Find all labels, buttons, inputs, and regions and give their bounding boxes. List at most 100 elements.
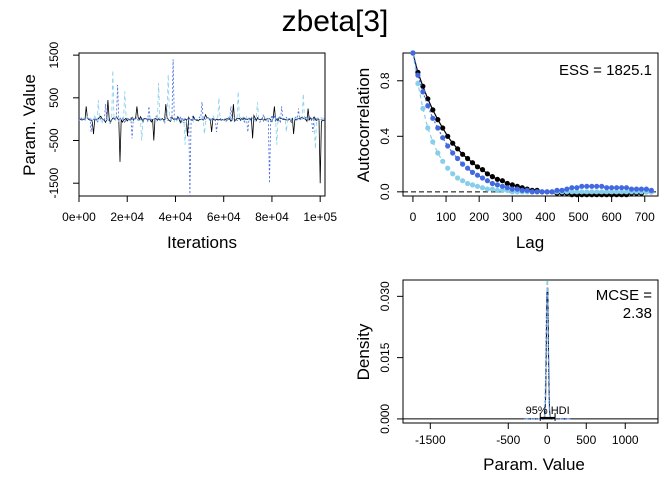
acf-point-chain-2 bbox=[594, 189, 600, 195]
acf-point-chain-2 bbox=[469, 182, 476, 188]
acf-point-chain-3 bbox=[474, 172, 481, 178]
acf-point-chain-3 bbox=[450, 150, 456, 156]
acf-point-chain-3 bbox=[415, 72, 421, 78]
acf-point-chain-3 bbox=[460, 161, 466, 167]
acf-point-chain-2 bbox=[489, 186, 495, 192]
acf-point-chain-3 bbox=[643, 186, 650, 192]
trace-axes: 0e+00 2e+04 4e+04 6e+04 8e+04 1e+05 -1500 -500 5… bbox=[47, 41, 337, 224]
acf-point-chain-3 bbox=[465, 165, 471, 171]
acf-point-chain-2 bbox=[579, 189, 585, 195]
acf-x-tick-label: 400 bbox=[535, 210, 555, 224]
acf-point-chain-3 bbox=[499, 183, 505, 189]
ess-annotation: ESS = 1825.1 bbox=[559, 62, 652, 79]
acf-point-chain-3 bbox=[569, 185, 575, 191]
acf-x-tick-label: 600 bbox=[602, 210, 622, 224]
acf-point-chain-3 bbox=[628, 186, 635, 192]
acf-point-chain-1 bbox=[474, 164, 481, 170]
density-x-tick-label: -1500 bbox=[415, 433, 446, 447]
acf-point-chain-2 bbox=[465, 180, 471, 187]
hdi-label: 95% HDI bbox=[526, 405, 570, 417]
acf-point-chain-3 bbox=[420, 89, 426, 95]
trace-x-tick-label: 8e+04 bbox=[255, 210, 289, 224]
acf-point-chain-1 bbox=[445, 133, 451, 139]
acf-x-tick-label: 700 bbox=[635, 210, 655, 224]
acf-point-chain-1 bbox=[465, 155, 471, 162]
density-series-line-chain-1 bbox=[523, 287, 571, 420]
trace-y-tick-label: 1500 bbox=[47, 41, 61, 68]
acf-point-chain-1 bbox=[460, 151, 466, 157]
density-x-tick-label: -500 bbox=[496, 433, 520, 447]
acf-point-chain-3 bbox=[614, 185, 620, 191]
acf-point-chain-1 bbox=[469, 160, 476, 166]
acf-point-chain-3 bbox=[594, 183, 600, 189]
acf-x-tick-label: 0 bbox=[410, 210, 417, 224]
density-y-tick-label: 0.000 bbox=[378, 404, 392, 434]
acf-point-chain-2 bbox=[479, 185, 486, 191]
acf-point-chain-2 bbox=[425, 125, 431, 131]
acf-point-chain-3 bbox=[564, 186, 570, 192]
acf-x-tick-label: 500 bbox=[569, 210, 589, 224]
trace-x-tick-label: 0e+00 bbox=[62, 210, 96, 224]
acf-point-chain-2 bbox=[584, 189, 590, 195]
density-y-tick-label: 0.030 bbox=[378, 281, 392, 311]
acf-point-chain-3 bbox=[623, 185, 630, 191]
acf-point-chain-3 bbox=[455, 155, 461, 162]
trace-series-group bbox=[78, 59, 326, 197]
trace-plot-frame bbox=[78, 52, 326, 197]
acf-x-tick-label: 100 bbox=[436, 210, 456, 224]
acf-panel: 0 100 200 300 400 500 600 700 0.0 0.4 0.8 ESS = 18… bbox=[354, 50, 659, 252]
acf-point-chain-3 bbox=[440, 135, 446, 141]
acf-series-group bbox=[403, 50, 658, 198]
mcse-annotation-label: MCSE = bbox=[596, 287, 653, 304]
acf-point-chain-3 bbox=[638, 186, 645, 192]
acf-point-chain-3 bbox=[524, 187, 530, 193]
acf-point-chain-2 bbox=[614, 189, 620, 195]
density-x-tick-label: 500 bbox=[576, 433, 596, 447]
acf-point-chain-2 bbox=[589, 189, 595, 195]
acf-point-chain-1 bbox=[450, 140, 456, 146]
acf-point-chain-3 bbox=[410, 50, 416, 56]
density-plot-frame bbox=[402, 279, 659, 424]
acf-point-chain-3 bbox=[509, 186, 515, 192]
acf-y-tick-label: 0.0 bbox=[378, 183, 392, 200]
trace-x-tick-label: 4e+04 bbox=[159, 210, 193, 224]
acf-point-chain-3 bbox=[544, 189, 550, 195]
acf-point-chain-1 bbox=[435, 117, 441, 123]
trace-x-tick-label: 2e+04 bbox=[110, 210, 144, 224]
density-y-tick-label: 0.015 bbox=[378, 342, 392, 372]
mcse-annotation-value: 2.38 bbox=[623, 305, 652, 322]
acf-point-chain-2 bbox=[415, 80, 421, 87]
figure-title: zbeta[3] bbox=[282, 5, 389, 38]
acf-point-chain-2 bbox=[455, 175, 461, 181]
trace-series-line-chain-3 bbox=[78, 59, 326, 197]
acf-point-chain-1 bbox=[494, 176, 500, 182]
trace-series-line-chain-2 bbox=[78, 70, 326, 150]
acf-point-chain-2 bbox=[569, 189, 575, 195]
acf-point-chain-3 bbox=[579, 183, 585, 189]
acf-point-chain-2 bbox=[484, 186, 490, 192]
acf-point-chain-3 bbox=[519, 187, 525, 193]
acf-point-chain-2 bbox=[450, 171, 456, 177]
acf-point-chain-3 bbox=[619, 185, 625, 191]
acf-point-chain-3 bbox=[534, 189, 540, 195]
acf-point-chain-3 bbox=[425, 103, 431, 109]
acf-point-chain-2 bbox=[494, 187, 500, 193]
acf-point-chain-2 bbox=[430, 139, 436, 145]
acf-point-chain-3 bbox=[559, 187, 565, 193]
acf-point-chain-3 bbox=[484, 178, 490, 184]
trace-x-axis-label: Iterations bbox=[167, 233, 237, 252]
density-x-axis-label: Param. Value bbox=[483, 455, 585, 474]
acf-y-tick-label: 0.4 bbox=[378, 128, 392, 145]
acf-point-chain-1 bbox=[440, 125, 446, 131]
acf-point-chain-1 bbox=[425, 96, 431, 102]
acf-point-chain-1 bbox=[484, 171, 490, 177]
acf-point-chain-3 bbox=[435, 125, 441, 131]
density-series-group: 95% HDI bbox=[403, 279, 658, 421]
acf-point-chain-2 bbox=[574, 189, 580, 195]
acf-axes: 0 100 200 300 400 500 600 700 0.0 0.4 0.8 bbox=[378, 72, 655, 224]
trace-x-tick-label: 6e+04 bbox=[207, 210, 241, 224]
acf-point-chain-3 bbox=[648, 187, 655, 193]
trace-y-tick-label: 500 bbox=[47, 87, 61, 107]
acf-point-chain-3 bbox=[539, 189, 545, 195]
density-y-axis-label: Density bbox=[354, 323, 373, 380]
